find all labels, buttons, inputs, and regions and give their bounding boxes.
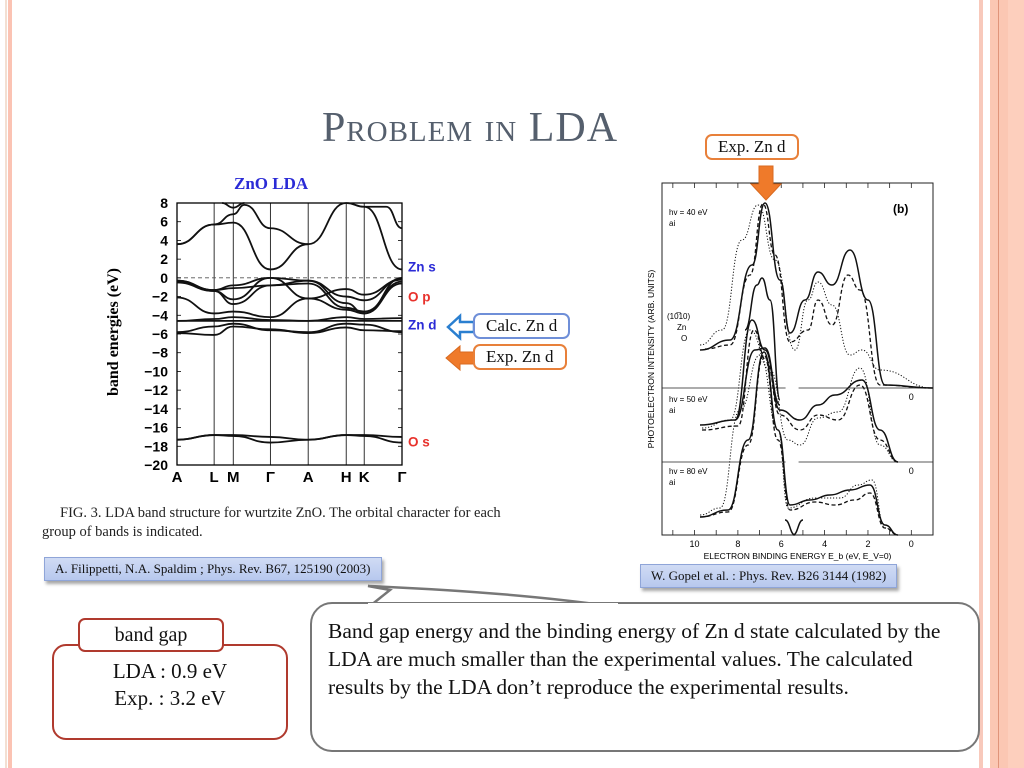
band-O-p-3 xyxy=(176,280,403,313)
pes-40ev-dotted xyxy=(699,204,934,389)
y-tick-label: −2 xyxy=(152,289,168,305)
k-point-label: Γ xyxy=(397,469,406,486)
pes-xlabel: ELECTRON BINDING ENERGY E_b (eV, E_V=0) xyxy=(704,551,892,561)
y-tick-label: 4 xyxy=(160,232,168,248)
y-tick-label: −12 xyxy=(144,382,168,398)
pes-40ev-dashed xyxy=(704,203,934,389)
conclusion-text: Band gap energy and the binding energy o… xyxy=(328,619,941,699)
pes-x-tick-label: 6 xyxy=(779,539,784,549)
band-gap-values: LDA : 0.9 eV Exp. : 3.2 eV xyxy=(54,658,286,712)
k-point-label: H xyxy=(341,469,352,486)
pes-panel-sub: ai xyxy=(669,219,675,228)
exp-zn-d-down-arrow-icon xyxy=(749,165,783,201)
pes-panel-label: (b) xyxy=(893,202,908,216)
band-O-p-5 xyxy=(176,277,403,302)
pes-50ev-solid xyxy=(699,319,899,463)
y-tick-label: −16 xyxy=(144,420,168,436)
pes-panel-energy: hv = 80 eV xyxy=(669,467,708,476)
right-decor-stripe xyxy=(979,0,983,768)
pes-40ev-inner-solid xyxy=(744,277,781,401)
k-point-label: L xyxy=(210,469,219,486)
k-point-label: M xyxy=(227,469,240,486)
orbital-label: O p xyxy=(408,290,431,305)
band-gap-box xyxy=(52,644,288,740)
band-gap-exp: Exp. : 3.2 eV xyxy=(114,686,226,710)
k-point-label: A xyxy=(172,469,183,486)
pes-frame xyxy=(661,182,934,536)
orbital-label: O s xyxy=(408,435,430,450)
y-tick-label: −8 xyxy=(152,345,168,361)
y-tick-label: 0 xyxy=(160,270,168,286)
pes-zero-label: 0 xyxy=(909,392,914,402)
speech-bubble-tail-mask xyxy=(368,603,618,608)
reference-filippetti: A. Filippetti, N.A. Spaldim ; Phys. Rev.… xyxy=(44,557,382,581)
pes-x-tick-label: 2 xyxy=(865,539,870,549)
reference-gopel: W. Gopel et al. : Phys. Rev. B26 3144 (1… xyxy=(640,564,898,588)
y-tick-label: −4 xyxy=(152,307,168,323)
right-decor-line xyxy=(998,0,999,768)
band-Zn-d-4 xyxy=(176,316,403,322)
band-conduction-4 xyxy=(221,202,245,209)
pes-panel-sub: ai xyxy=(669,478,675,487)
figure-caption: FIG. 3. LDA band structure for wurtzite … xyxy=(42,505,501,540)
band-Zn-d-3 xyxy=(176,325,403,336)
band-conduction-3 xyxy=(364,205,403,230)
pes-panel-energy: hv = 40 eV xyxy=(669,208,708,217)
exp-zn-d-callout: Exp. Zn d xyxy=(473,344,567,370)
pes-50ev-peak xyxy=(734,347,781,421)
orbital-label: Zn d xyxy=(408,318,437,333)
y-tick-label: −18 xyxy=(144,438,168,454)
calc-zn-d-callout: Calc. Zn d xyxy=(473,313,571,339)
band-plot-title: ZnO LDA xyxy=(234,174,309,193)
band-gap-tab: band gap xyxy=(78,618,224,652)
exp-zn-d-top-callout: Exp. Zn d xyxy=(705,134,799,160)
y-tick-label: 2 xyxy=(160,251,168,267)
y-tick-label: 6 xyxy=(160,214,168,230)
pes-ylabel: PHOTOELECTRON INTENSITY (ARB. UNITS) xyxy=(646,269,656,448)
band-O-p-4 xyxy=(176,282,403,319)
pes-x-tick-label: 4 xyxy=(822,539,827,549)
pes-panel-energy: hv = 50 eV xyxy=(669,395,708,404)
pes-x-tick-label: 0 xyxy=(909,539,914,549)
pes-legend-label: Zn xyxy=(677,323,686,332)
slide-title: Problem in LDA xyxy=(321,105,619,151)
pes-zero-label: 0 xyxy=(909,466,914,476)
k-point-label: A xyxy=(303,469,314,486)
pes-80ev-tail2 xyxy=(792,519,804,536)
k-point-label: K xyxy=(359,469,370,486)
left-decor-stripe xyxy=(8,0,12,768)
pes-x-tick-label: 8 xyxy=(735,539,740,549)
orbital-label: Zn s xyxy=(408,260,436,275)
y-tick-label: 8 xyxy=(160,195,168,211)
left-decor-line xyxy=(5,0,7,768)
band-O-s-2 xyxy=(176,434,403,444)
band-gap-lda: LDA : 0.9 eV xyxy=(112,659,228,683)
right-decor-band-light xyxy=(1008,0,1024,768)
pes-40ev-solid xyxy=(699,202,934,389)
pes-80ev-dotted xyxy=(699,354,899,536)
pes-80ev-solid xyxy=(699,351,899,536)
conclusion-bubble xyxy=(310,602,980,752)
pes-legend-label: O xyxy=(681,334,687,343)
pes-x-tick-label: 10 xyxy=(690,539,700,549)
k-point-label: Γ xyxy=(266,469,275,486)
y-tick-label: −14 xyxy=(144,401,168,417)
y-tick-label: −10 xyxy=(144,363,168,379)
y-tick-label: −6 xyxy=(152,326,168,342)
pes-legend-label: (10̅10) xyxy=(667,312,690,321)
pes-50ev-dashed xyxy=(701,329,899,463)
y-tick-label: −20 xyxy=(144,457,168,473)
band-conduction-2 xyxy=(176,203,309,246)
pes-80ev-dashed xyxy=(699,354,899,536)
pes-panel-sub: ai xyxy=(669,406,675,415)
